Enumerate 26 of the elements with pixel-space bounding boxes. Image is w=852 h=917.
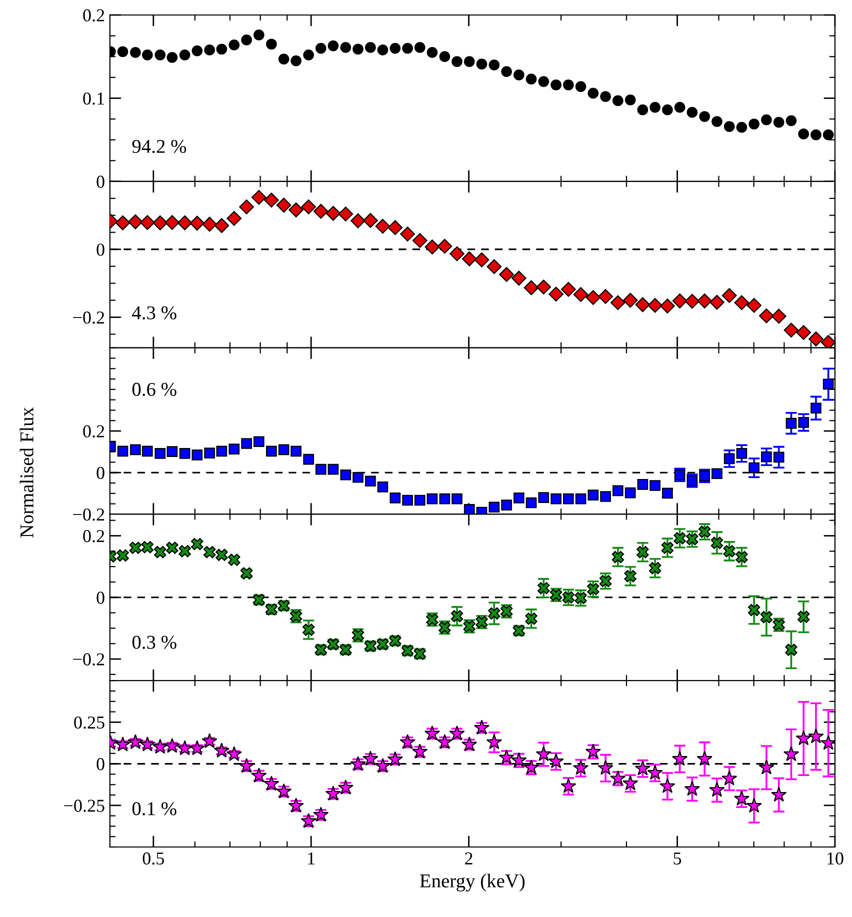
y-tick-label: −0.2 — [73, 311, 104, 324]
y-tick-label: 0.1 — [83, 92, 104, 105]
y-tick-label: −0.2 — [73, 653, 104, 666]
y-tick-label: 0.2 — [83, 530, 104, 542]
y-tick-label: 0 — [96, 466, 104, 480]
y-tick-label: 0 — [96, 592, 104, 604]
y-axis-title: Normalised Flux — [20, 407, 34, 538]
y-tick-label: 0 — [96, 244, 104, 256]
y-tick-label: 0 — [96, 758, 104, 770]
y-tick-label: −0.25 — [64, 800, 104, 812]
annotation: 94.2 % — [132, 140, 186, 154]
y-tick-label: 0 — [96, 176, 104, 188]
annotation: 0.6 % — [132, 382, 176, 396]
y-tick-label: −0.2 — [73, 508, 104, 521]
y-tick-label: 0.2 — [83, 9, 104, 22]
x-tick-label: 0.5 — [142, 852, 164, 865]
annotation: 4.3 % — [132, 306, 176, 320]
x-tick-label: 10 — [828, 852, 844, 865]
x-tick-label: 2 — [465, 852, 472, 864]
y-tick-label: 0.2 — [83, 425, 104, 438]
x-tick-label: 1 — [308, 852, 315, 864]
annotation: 0.1 % — [132, 802, 176, 816]
x-tick-label: 5 — [674, 852, 682, 865]
y-tick-label: 0.25 — [74, 716, 104, 729]
annotation: 0.3 % — [132, 636, 176, 649]
x-axis-title: Energy (keV) — [420, 874, 525, 892]
